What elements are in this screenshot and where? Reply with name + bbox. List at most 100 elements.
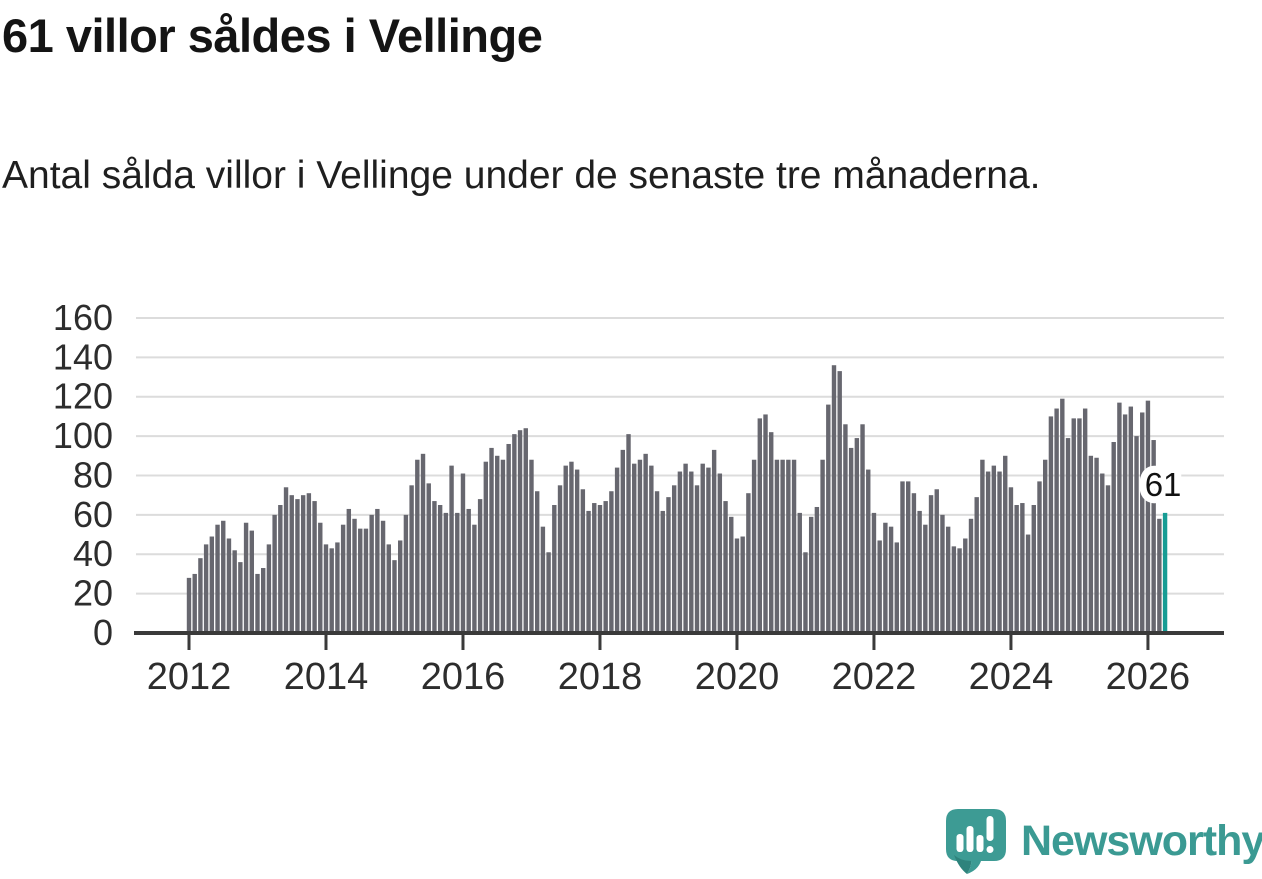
bar: [757, 418, 762, 633]
bar: [774, 459, 780, 633]
bar: [877, 540, 882, 633]
bar: [369, 514, 374, 633]
bar: [346, 508, 352, 633]
bar: [1100, 473, 1105, 633]
bar: [997, 471, 1002, 633]
bar: [500, 459, 506, 633]
bar: [546, 552, 551, 633]
bar: [380, 520, 386, 633]
bar: [574, 469, 580, 633]
logo-exclamation-icon: [986, 816, 994, 841]
bar: [1134, 436, 1139, 633]
bar: [974, 497, 979, 633]
bar: [900, 481, 905, 633]
bar: [934, 489, 939, 633]
bar: [923, 524, 928, 633]
bar: [803, 552, 808, 633]
x-tick-mark: [872, 635, 876, 650]
bar: [563, 465, 568, 633]
bar: [643, 453, 648, 633]
bar: [734, 538, 740, 633]
bar: [460, 473, 466, 633]
bar: [940, 514, 945, 633]
highlighted-bar: [1162, 512, 1168, 633]
bar: [552, 505, 557, 633]
y-tick-label: 160: [53, 297, 113, 338]
bar: [689, 471, 694, 633]
bar: [1048, 416, 1054, 633]
bar: [426, 483, 431, 633]
x-axis-labels: 2012 2014 2016 2018 2020 2022 2024 2026: [147, 635, 1190, 698]
bar: [1043, 459, 1048, 633]
bar: [814, 506, 820, 633]
y-tick-label: 40: [73, 533, 113, 574]
bar: [848, 447, 854, 633]
bar: [420, 453, 426, 633]
bar: [255, 573, 260, 633]
bar: [985, 471, 991, 633]
bar: [592, 503, 597, 633]
y-tick-label: 0: [93, 612, 113, 653]
bar: [323, 544, 329, 633]
bar: [529, 459, 534, 633]
bar: [677, 471, 683, 633]
bar: [1008, 487, 1014, 633]
bar: [295, 499, 300, 633]
x-tick-label: 2022: [832, 656, 917, 698]
bar: [1077, 418, 1082, 633]
x-tick-label: 2026: [1106, 656, 1191, 698]
bar: [1157, 518, 1162, 633]
bar: [1031, 505, 1036, 633]
bar: [209, 536, 215, 633]
y-tick-label: 120: [53, 376, 113, 417]
bar: [1145, 400, 1151, 633]
bar: [706, 467, 711, 633]
x-tick-label: 2016: [421, 656, 506, 698]
bar: [866, 469, 871, 633]
bar: [1065, 438, 1071, 633]
bar: [1151, 440, 1156, 633]
logo-bar-icon: [956, 834, 964, 852]
logo-bar-icon: [976, 835, 984, 852]
bar: [854, 438, 860, 633]
bar: [1094, 457, 1099, 633]
bar: [820, 459, 825, 633]
bar: [489, 447, 494, 633]
bar: [472, 524, 477, 633]
bars: [186, 365, 1168, 633]
y-tick-label: 80: [73, 454, 113, 495]
bar: [358, 528, 363, 633]
bar: [906, 481, 911, 633]
bar: [243, 522, 249, 633]
bar: [386, 544, 391, 633]
bar: [203, 544, 209, 633]
x-tick-mark: [598, 635, 602, 650]
bar: [700, 463, 705, 633]
bar: [483, 461, 489, 633]
bar: [1025, 534, 1031, 633]
bar: [517, 430, 523, 633]
bar: [860, 424, 865, 633]
bar: [837, 371, 842, 633]
bar: [506, 443, 511, 633]
x-tick-mark: [324, 635, 328, 650]
bar: [266, 544, 272, 633]
bar: [1128, 406, 1134, 633]
bar: [278, 505, 283, 633]
bar: [186, 577, 192, 633]
bar: [238, 562, 243, 633]
bar: [318, 522, 323, 633]
bar: [786, 459, 791, 633]
bar: [352, 518, 357, 633]
bar: [192, 573, 197, 633]
page-title: 61 villor såldes i Vellinge: [2, 9, 543, 62]
bar: [534, 491, 540, 633]
y-tick-label: 20: [73, 573, 113, 614]
bar: [512, 434, 517, 633]
bar: [1060, 398, 1065, 633]
y-tick-label: 60: [73, 494, 113, 535]
bar: [300, 495, 306, 633]
bar: [694, 485, 700, 633]
bar: [614, 467, 620, 633]
